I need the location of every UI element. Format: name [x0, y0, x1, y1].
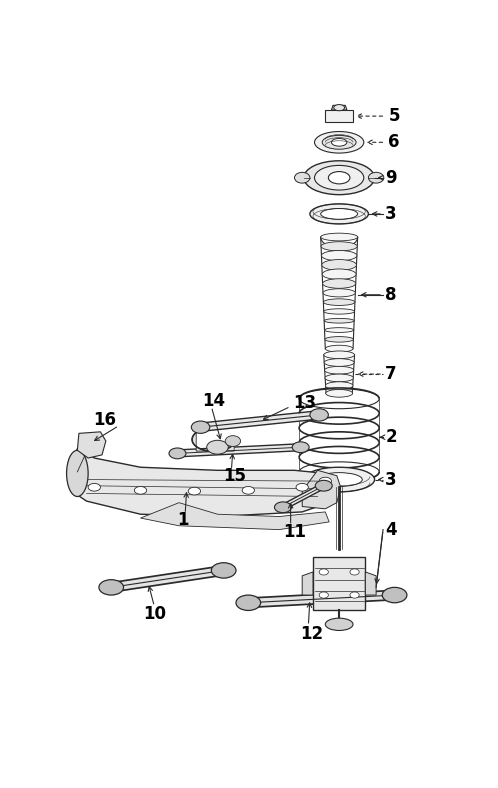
Ellipse shape [323, 288, 356, 297]
Ellipse shape [325, 366, 354, 374]
Ellipse shape [382, 587, 407, 603]
Ellipse shape [324, 359, 354, 366]
Polygon shape [325, 110, 353, 122]
Text: 1: 1 [177, 511, 189, 530]
Text: 5: 5 [388, 107, 400, 125]
Text: 12: 12 [301, 625, 324, 642]
Ellipse shape [322, 269, 356, 280]
Text: 13: 13 [293, 393, 316, 411]
Ellipse shape [321, 242, 357, 251]
Polygon shape [140, 503, 329, 530]
Ellipse shape [323, 299, 355, 306]
Text: 4: 4 [385, 521, 397, 539]
Polygon shape [313, 556, 366, 611]
Ellipse shape [296, 483, 308, 491]
Ellipse shape [350, 592, 359, 598]
Ellipse shape [304, 467, 374, 492]
Ellipse shape [294, 173, 310, 183]
Ellipse shape [321, 251, 357, 261]
Text: 9: 9 [385, 169, 397, 187]
Ellipse shape [274, 502, 291, 513]
Ellipse shape [324, 318, 354, 323]
Ellipse shape [321, 233, 358, 241]
Polygon shape [302, 572, 313, 595]
Ellipse shape [99, 580, 124, 595]
Ellipse shape [319, 592, 328, 598]
Polygon shape [366, 572, 376, 595]
Ellipse shape [236, 595, 260, 611]
Ellipse shape [369, 173, 384, 183]
Text: 10: 10 [143, 605, 166, 623]
Text: 11: 11 [283, 523, 306, 541]
Ellipse shape [315, 165, 364, 190]
Ellipse shape [325, 374, 354, 381]
Ellipse shape [326, 389, 353, 397]
Text: 15: 15 [224, 467, 247, 485]
Ellipse shape [334, 105, 345, 111]
Polygon shape [332, 106, 347, 110]
Ellipse shape [134, 486, 146, 494]
Text: 3: 3 [385, 205, 397, 223]
Ellipse shape [332, 139, 347, 146]
Ellipse shape [242, 486, 254, 494]
Ellipse shape [350, 569, 359, 575]
Ellipse shape [324, 309, 355, 314]
Ellipse shape [325, 381, 353, 389]
Ellipse shape [188, 487, 201, 495]
Text: 6: 6 [388, 133, 400, 151]
Ellipse shape [325, 336, 354, 342]
Ellipse shape [322, 259, 357, 270]
Text: 2: 2 [385, 428, 397, 446]
Ellipse shape [304, 161, 374, 195]
Text: 8: 8 [385, 286, 397, 303]
Polygon shape [192, 433, 234, 452]
Ellipse shape [310, 204, 369, 224]
Ellipse shape [319, 478, 332, 485]
Text: 14: 14 [202, 392, 225, 410]
Ellipse shape [325, 345, 353, 352]
Ellipse shape [211, 563, 236, 578]
Ellipse shape [88, 483, 101, 491]
Ellipse shape [322, 136, 356, 149]
Ellipse shape [191, 421, 210, 433]
Ellipse shape [325, 618, 353, 630]
Ellipse shape [292, 442, 309, 452]
Ellipse shape [225, 436, 241, 447]
Ellipse shape [325, 328, 354, 333]
Ellipse shape [67, 450, 88, 496]
Text: 3: 3 [385, 470, 397, 489]
Ellipse shape [316, 473, 362, 486]
Ellipse shape [315, 481, 332, 491]
Ellipse shape [310, 409, 328, 421]
Ellipse shape [315, 132, 364, 153]
Ellipse shape [321, 209, 358, 219]
Polygon shape [71, 448, 337, 516]
Text: 16: 16 [93, 411, 116, 429]
Ellipse shape [169, 448, 186, 459]
Polygon shape [302, 470, 341, 509]
Polygon shape [77, 432, 106, 458]
Ellipse shape [207, 440, 228, 454]
Text: 7: 7 [385, 365, 397, 383]
Ellipse shape [328, 172, 350, 184]
Ellipse shape [323, 279, 356, 288]
Ellipse shape [324, 351, 355, 359]
Ellipse shape [319, 569, 328, 575]
